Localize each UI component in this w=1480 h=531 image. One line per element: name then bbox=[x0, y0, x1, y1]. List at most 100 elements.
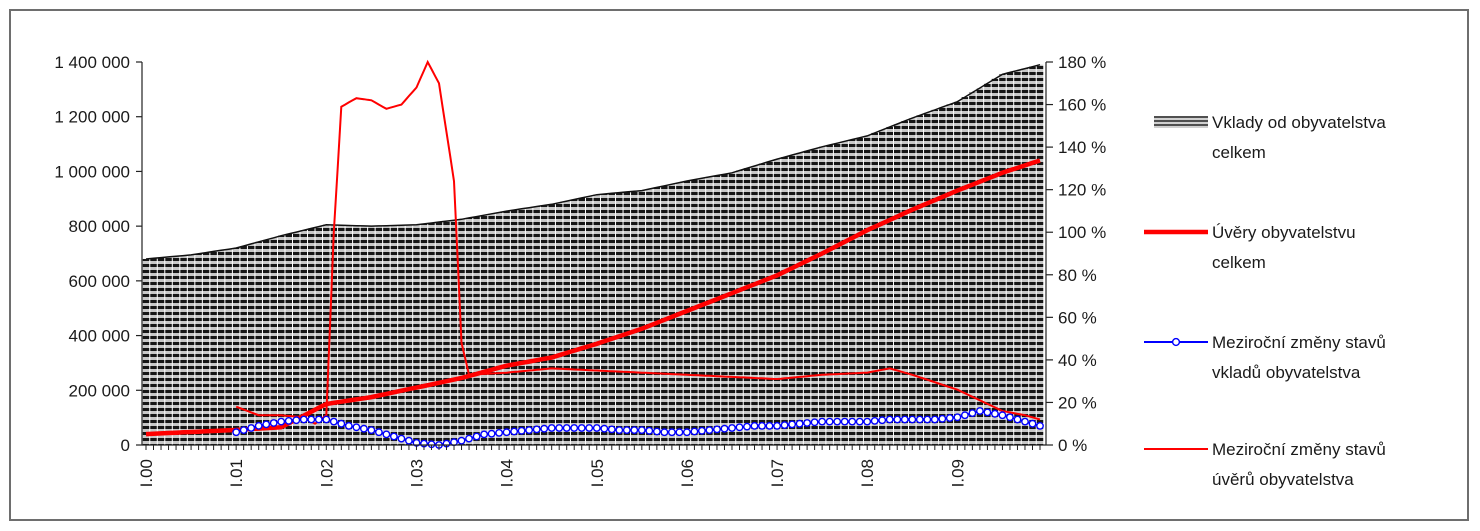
deposit-yoy-marker bbox=[848, 417, 857, 426]
deposit-bar bbox=[247, 243, 255, 445]
deposit-yoy-marker bbox=[863, 417, 872, 426]
deposit-yoy-marker bbox=[923, 415, 932, 424]
deposit-area-edge bbox=[145, 63, 1041, 260]
deposit-yoy-marker bbox=[352, 423, 361, 432]
deposit-yoy-marker bbox=[1006, 413, 1014, 422]
x-tick-label: I.02 bbox=[317, 459, 336, 487]
right-tick-label: 100 % bbox=[1058, 223, 1106, 242]
deposit-bar bbox=[878, 129, 886, 445]
left-tick-label: 0 bbox=[121, 436, 130, 455]
deposit-bar bbox=[548, 204, 555, 445]
deposit-yoy-marker bbox=[239, 426, 248, 434]
deposit-bar bbox=[368, 226, 375, 445]
left-tick-label: 1 000 000 bbox=[54, 162, 130, 181]
right-tick-label: 80 % bbox=[1058, 266, 1097, 285]
deposit-bar bbox=[758, 163, 766, 445]
deposit-bar bbox=[856, 137, 863, 445]
deposit-yoy-marker bbox=[307, 415, 316, 424]
deposit-bar bbox=[1014, 70, 1021, 445]
deposit-bar bbox=[308, 228, 315, 445]
deposit-bar bbox=[398, 225, 405, 445]
deposit-yoy-marker bbox=[795, 419, 804, 428]
deposit-bar bbox=[277, 235, 285, 445]
deposit-yoy-marker bbox=[622, 426, 631, 434]
deposit-bar bbox=[773, 159, 781, 445]
x-tick-label: I.08 bbox=[858, 459, 877, 487]
left-tick-label: 1 200 000 bbox=[54, 108, 130, 127]
deposit-bar bbox=[1036, 64, 1044, 446]
deposit-bar bbox=[638, 190, 646, 445]
deposit-yoy-marker bbox=[292, 416, 301, 425]
deposit-bar bbox=[976, 87, 984, 446]
deposit-yoy-marker bbox=[562, 424, 571, 432]
deposit-bar bbox=[736, 170, 743, 445]
deposit-yoy-marker bbox=[1028, 419, 1037, 428]
deposit-bar bbox=[510, 209, 518, 445]
deposit-yoy-marker bbox=[495, 428, 503, 437]
deposit-yoy-marker bbox=[389, 432, 398, 441]
deposit-bar bbox=[525, 207, 533, 445]
deposit-yoy-marker bbox=[983, 408, 992, 417]
deposit-yoy-marker bbox=[953, 413, 962, 422]
deposit-yoy-marker bbox=[592, 424, 601, 432]
deposit-bar bbox=[293, 232, 300, 445]
deposit-bar bbox=[142, 258, 150, 445]
deposit-yoy-marker bbox=[683, 428, 691, 437]
deposit-bar bbox=[210, 251, 217, 445]
deposit-bar bbox=[563, 201, 570, 445]
deposit-bar bbox=[495, 212, 503, 445]
deposit-bar bbox=[803, 150, 811, 445]
deposit-bar bbox=[428, 222, 435, 445]
x-tick-label: I.01 bbox=[227, 459, 246, 487]
deposit-bar bbox=[390, 225, 398, 445]
deposit-yoy-marker bbox=[750, 421, 759, 430]
deposit-yoy-marker bbox=[968, 409, 977, 417]
deposit-yoy-marker bbox=[284, 416, 293, 425]
deposit-bar bbox=[240, 245, 247, 445]
deposit-yoy-marker bbox=[961, 411, 969, 420]
deposit-yoy-marker bbox=[600, 424, 609, 433]
deposit-bar bbox=[788, 155, 796, 445]
deposit-yoy-marker bbox=[788, 420, 796, 429]
legend-label-loans: celkem bbox=[1212, 253, 1266, 272]
deposit-bar bbox=[353, 225, 360, 445]
deposit-bar bbox=[345, 225, 353, 445]
deposit-bar bbox=[540, 205, 548, 445]
legend-label-loans: Úvěry obyvatelstvu bbox=[1212, 223, 1356, 242]
deposit-yoy-marker bbox=[502, 428, 511, 437]
x-tick-label: I.05 bbox=[588, 459, 607, 487]
deposit-yoy-marker bbox=[262, 420, 271, 429]
deposit-bar bbox=[338, 225, 345, 445]
deposit-yoy-marker bbox=[893, 415, 902, 424]
deposit-yoy-marker bbox=[991, 409, 999, 418]
deposit-bar bbox=[202, 252, 210, 445]
deposit-yoy-marker bbox=[780, 421, 789, 429]
deposit-bar bbox=[818, 146, 826, 445]
deposit-bar bbox=[383, 225, 390, 445]
deposit-bar bbox=[585, 196, 593, 445]
deposit-bar bbox=[931, 109, 939, 446]
deposit-bar bbox=[721, 174, 728, 445]
legend-marker-deposit-yoy bbox=[1171, 337, 1181, 347]
deposit-bar bbox=[698, 178, 706, 445]
deposit-bar bbox=[180, 255, 187, 445]
deposit-yoy-marker bbox=[480, 430, 488, 439]
axes: 0 200 000 400 000 600 000 800 000 1 000 000 1 … bbox=[54, 53, 1106, 487]
deposit-yoy-marker bbox=[1013, 415, 1022, 424]
deposit-yoy-marker bbox=[404, 436, 413, 445]
deposit-yoy-marker bbox=[908, 415, 917, 424]
deposit-bar bbox=[1006, 72, 1014, 446]
deposit-bar bbox=[616, 192, 623, 445]
x-tick-label: I.06 bbox=[678, 459, 697, 487]
right-tick-label: 180 % bbox=[1058, 53, 1106, 72]
legend: Vklady od obyvatelstva celkem Úvěry obyvat… bbox=[1144, 113, 1386, 489]
legend-label-deposit-yoy: Meziroční změny stavů bbox=[1212, 333, 1386, 352]
deposit-yoy-marker bbox=[818, 417, 826, 426]
deposit-bar bbox=[360, 225, 368, 445]
deposit-bar bbox=[863, 135, 871, 446]
right-tick-label: 0 % bbox=[1058, 436, 1087, 455]
deposit-yoy-marker bbox=[637, 426, 646, 434]
deposit-bar bbox=[187, 254, 195, 445]
deposit-bar bbox=[871, 132, 878, 445]
deposit-bar bbox=[826, 144, 833, 446]
